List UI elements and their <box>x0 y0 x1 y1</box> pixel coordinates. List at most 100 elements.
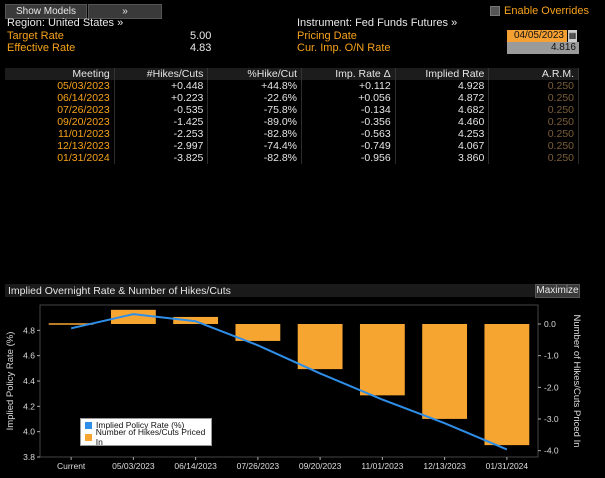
y-tick-label: 3.8 <box>23 452 35 462</box>
table-row[interactable]: 01/31/2024 -3.825 -82.8% -0.956 3.860 0.250 <box>5 152 579 164</box>
arm-cell: 0.250 <box>488 104 579 116</box>
y-tick-label: 4.8 <box>23 325 35 335</box>
legend-item-line: Implied Policy Rate (%) <box>81 419 211 431</box>
hikes-cell: -0.535 <box>114 104 209 116</box>
y-tick-label: 4.4 <box>23 376 35 386</box>
target-rate-label: Target Rate <box>7 30 64 42</box>
bar-hikes-cuts <box>484 324 530 446</box>
arm-cell: 0.250 <box>488 128 579 140</box>
delta-cell: -0.956 <box>301 152 396 164</box>
implied-cell: 4.928 <box>395 80 490 92</box>
delta-cell: +0.112 <box>301 80 396 92</box>
expand-chevron-button[interactable]: » <box>88 4 162 19</box>
enable-overrides-toggle[interactable]: Enable Overrides <box>490 5 589 17</box>
meeting-cell: 01/31/2024 <box>5 152 115 164</box>
arm-cell: 0.250 <box>488 80 579 92</box>
instrument-selector[interactable]: Instrument: Fed Funds Futures » <box>297 17 458 29</box>
delta-cell: -0.749 <box>301 140 396 152</box>
meeting-cell: 05/03/2023 <box>5 80 115 92</box>
show-models-button[interactable]: Show Models <box>5 4 87 19</box>
calendar-icon[interactable]: ▦ <box>568 30 577 42</box>
meeting-cell: 12/13/2023 <box>5 140 115 152</box>
col-pct-hike-cut[interactable]: %Hike/Cut <box>207 68 303 80</box>
x-tick-label: 12/13/2023 <box>423 461 466 471</box>
pricing-date-input[interactable]: 04/05/2023 <box>507 30 567 42</box>
hikes-cell: -1.425 <box>114 116 209 128</box>
hikes-cell: -2.997 <box>114 140 209 152</box>
meeting-cell: 06/14/2023 <box>5 92 115 104</box>
arm-cell: 0.250 <box>488 152 579 164</box>
effective-rate-value: 4.83 <box>190 42 212 54</box>
implied-cell: 4.682 <box>395 104 490 116</box>
col-hikes-cuts[interactable]: #Hikes/Cuts <box>114 68 209 80</box>
bar-hikes-cuts <box>359 324 405 396</box>
y2-tick-label: -3.0 <box>544 414 559 424</box>
table-row[interactable]: 09/20/2023 -1.425 -89.0% -0.356 4.460 0.250 <box>5 116 579 128</box>
table-row[interactable]: 12/13/2023 -2.997 -74.4% -0.749 4.067 0.250 <box>5 140 579 152</box>
y2-tick-label: 0.0 <box>544 319 556 329</box>
legend-swatch-line <box>85 421 92 429</box>
region-selector[interactable]: Region: United States » <box>7 17 124 29</box>
col-implied-rate[interactable]: Implied Rate <box>395 68 490 80</box>
delta-cell: +0.056 <box>301 92 396 104</box>
pct-cell: -74.4% <box>207 140 303 152</box>
implied-cell: 4.872 <box>395 92 490 104</box>
delta-cell: -0.356 <box>301 116 396 128</box>
table-row[interactable]: 06/14/2023 +0.223 -22.6% +0.056 4.872 0.250 <box>5 92 579 104</box>
col-arm[interactable]: A.R.M. <box>488 68 579 80</box>
pct-cell: -22.6% <box>207 92 303 104</box>
legend-label-line: Implied Policy Rate (%) <box>96 420 185 430</box>
chart-header-bar <box>5 284 580 297</box>
bar-hikes-cuts <box>422 324 468 419</box>
chart-legend: Implied Policy Rate (%) Number of Hikes/… <box>80 418 212 447</box>
effective-rate-label: Effective Rate <box>7 42 76 54</box>
hikes-cell: +0.223 <box>114 92 209 104</box>
arm-cell: 0.250 <box>488 116 579 128</box>
pct-cell: -82.8% <box>207 128 303 140</box>
maximize-button[interactable]: Maximize <box>535 284 580 298</box>
table-row[interactable]: 11/01/2023 -2.253 -82.8% -0.563 4.253 0.250 <box>5 128 579 140</box>
y2-tick-label: -4.0 <box>544 446 559 456</box>
col-meeting[interactable]: Meeting <box>5 68 115 80</box>
legend-label-bar: Number of Hikes/Cuts Priced In <box>95 427 206 447</box>
y-tick-label: 4.0 <box>23 427 35 437</box>
y-axis-label: Implied Policy Rate (%) <box>5 332 16 431</box>
delta-cell: -0.563 <box>301 128 396 140</box>
hikes-cell: -2.253 <box>114 128 209 140</box>
meeting-cell: 11/01/2023 <box>5 128 115 140</box>
chart-title: Implied Overnight Rate & Number of Hikes… <box>8 285 231 297</box>
x-tick-label: 11/01/2023 <box>361 461 403 471</box>
implied-cell: 4.067 <box>395 140 490 152</box>
y-tick-label: 4.2 <box>23 401 35 411</box>
table-row[interactable]: 07/26/2023 -0.535 -75.8% -0.134 4.682 0.250 <box>5 104 579 116</box>
target-rate-value: 5.00 <box>190 30 212 42</box>
arm-cell: 0.250 <box>488 92 579 104</box>
implied-cell: 3.860 <box>395 152 490 164</box>
table-header-row: Meeting #Hikes/Cuts %Hike/Cut Imp. Rate … <box>5 68 579 80</box>
arm-cell: 0.250 <box>488 140 579 152</box>
y2-tick-label: -2.0 <box>544 382 559 392</box>
implied-cell: 4.460 <box>395 116 490 128</box>
col-imp-rate-delta[interactable]: Imp. Rate Δ <box>301 68 396 80</box>
meeting-cell: 07/26/2023 <box>5 104 115 116</box>
implied-cell: 4.253 <box>395 128 490 140</box>
x-tick-label: 07/26/2023 <box>237 461 280 471</box>
checkbox-icon[interactable] <box>490 6 500 17</box>
bar-hikes-cuts <box>235 324 281 341</box>
legend-item-bar: Number of Hikes/Cuts Priced In <box>81 427 211 447</box>
y2-axis-label: Number of Hikes/Cuts Priced In <box>571 314 582 447</box>
x-tick-label: 01/31/2024 <box>486 461 529 471</box>
meeting-cell: 09/20/2023 <box>5 116 115 128</box>
y-tick-label: 4.6 <box>23 351 35 361</box>
implied-rate-line <box>70 313 508 451</box>
pct-cell: -75.8% <box>207 104 303 116</box>
table-row[interactable]: 05/03/2023 +0.448 +44.8% +0.112 4.928 0.250 <box>5 80 579 92</box>
delta-cell: -0.134 <box>301 104 396 116</box>
enable-overrides-label: Enable Overrides <box>504 5 589 17</box>
meetings-table: Meeting #Hikes/Cuts %Hike/Cut Imp. Rate … <box>5 68 579 164</box>
bar-hikes-cuts <box>110 309 156 324</box>
rate-chart: 4.8 4.6 4.4 4.2 4.0 3.8 0.0 -1.0 -2.0 -3.0 -4.0 Cur… <box>5 304 582 471</box>
legend-swatch-bar <box>85 433 92 441</box>
x-tick-label: Current <box>57 461 86 471</box>
pct-cell: -89.0% <box>207 116 303 128</box>
